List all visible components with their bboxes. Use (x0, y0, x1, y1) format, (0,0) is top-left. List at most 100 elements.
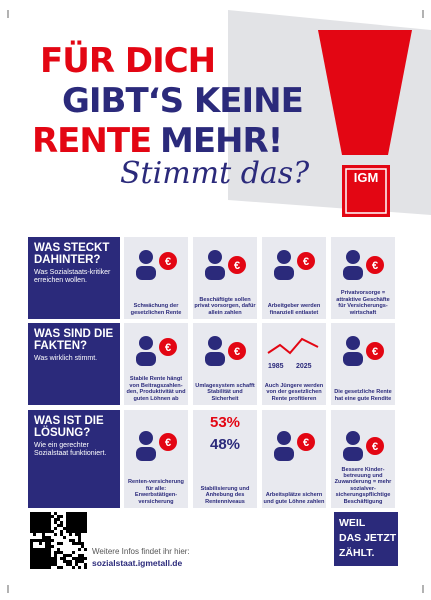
qr-module (66, 554, 69, 557)
qr-module (63, 560, 66, 563)
qr-module (39, 521, 42, 524)
qr-module (66, 563, 69, 566)
qr-module (60, 542, 63, 545)
qr-module (75, 512, 78, 515)
qr-module (33, 560, 36, 563)
section-box: WAS STECKT DAHINTER? Was Sozialstaats-kri… (28, 237, 120, 319)
icon-euro: € (372, 346, 378, 358)
qr-module (54, 554, 57, 557)
qr-module (42, 524, 45, 527)
qr-module (33, 524, 36, 527)
qr-module (78, 515, 81, 518)
caption: Schwächung der gesetzlichen Rente (130, 303, 182, 316)
qr-module (42, 563, 45, 566)
qr-module (30, 527, 33, 530)
icon-figure (346, 250, 360, 264)
icon-figure (205, 352, 225, 366)
qr-module (30, 566, 33, 569)
qr-module (48, 554, 51, 557)
icon-figure (274, 266, 294, 280)
badge-1: WEIL (339, 517, 366, 529)
icon-euro: € (303, 256, 309, 268)
qr-module (69, 524, 72, 527)
qr-module (54, 518, 57, 521)
qr-module (57, 524, 60, 527)
qr-module (84, 557, 87, 560)
qr-module (60, 557, 63, 560)
caption: Beschäftigte sollen privat vorsorgen, da… (194, 296, 256, 316)
icon: € (274, 431, 315, 461)
icon-figure (139, 336, 153, 350)
icon-coin (228, 256, 246, 274)
qr-module (39, 563, 42, 566)
qr-module (84, 563, 87, 566)
qr-module (45, 539, 48, 542)
badge-2: DAS JETZT (339, 532, 397, 544)
icon-figure (136, 447, 156, 461)
qr-module (54, 557, 57, 560)
qr-module (75, 527, 78, 530)
icon-figure (136, 352, 156, 366)
qr-module (33, 566, 36, 569)
icon-figure (208, 336, 222, 350)
qr-module (66, 530, 69, 533)
qr-module (39, 527, 42, 530)
figure: 48% (209, 436, 241, 453)
qr-module (54, 533, 57, 536)
icon-coin (228, 342, 246, 360)
tile: € Beschäftigte sollen privat vorsorgen, d… (193, 237, 257, 319)
badge-3: ZÄHLT. (339, 547, 375, 559)
tile: € Umlagesystem schafft Stabilität und Sic… (193, 323, 257, 405)
qr-module (69, 563, 72, 566)
tile: € Renten-versicherung für alle: Erwerbstä… (124, 410, 188, 508)
qr-code (30, 512, 87, 569)
icon-coin (297, 252, 315, 270)
qr-module (60, 530, 63, 533)
tile: € Die gesetzliche Rente hat eine gute Ren… (331, 323, 395, 405)
qr-module (45, 527, 48, 530)
qr-module (84, 518, 87, 521)
qr-module (45, 545, 48, 548)
qr-module (72, 539, 75, 542)
icon-coin (159, 338, 177, 356)
qr-module (69, 560, 72, 563)
icon: € (136, 250, 177, 280)
qr-module (36, 539, 39, 542)
qr-module (48, 515, 51, 518)
qr-module (72, 512, 75, 515)
icon: € (205, 336, 246, 366)
qr-module (84, 512, 87, 515)
qr-module (39, 542, 42, 545)
qr-module (42, 527, 45, 530)
qr-module (81, 554, 84, 557)
qr-module (42, 560, 45, 563)
qr-module (72, 524, 75, 527)
qr-module (84, 527, 87, 530)
qr-module (78, 554, 81, 557)
qr-module (39, 518, 42, 521)
tile: € Arbeitsplätze sichern und gute Löhne za… (262, 410, 326, 508)
qr-module (33, 512, 36, 515)
qr-module (39, 560, 42, 563)
icon-figure (277, 250, 291, 264)
qr-module (30, 521, 33, 524)
icon-euro: € (372, 441, 378, 453)
qr-module (60, 524, 63, 527)
qr-module (42, 530, 45, 533)
qr-module (60, 515, 63, 518)
qr-module (30, 557, 33, 560)
qr-module (81, 518, 84, 521)
qr-module (48, 548, 51, 551)
qr-module (39, 551, 42, 554)
icon-euro: € (165, 256, 171, 268)
icon-figure (343, 266, 363, 280)
qr-module (30, 554, 33, 557)
icon-figure (136, 266, 156, 280)
icon-euro: € (303, 437, 309, 449)
qr-module (45, 518, 48, 521)
qr-module (84, 521, 87, 524)
caption: Stabile Rente hängt von Beitragszahlen-d… (126, 376, 186, 402)
qr-module (48, 524, 51, 527)
